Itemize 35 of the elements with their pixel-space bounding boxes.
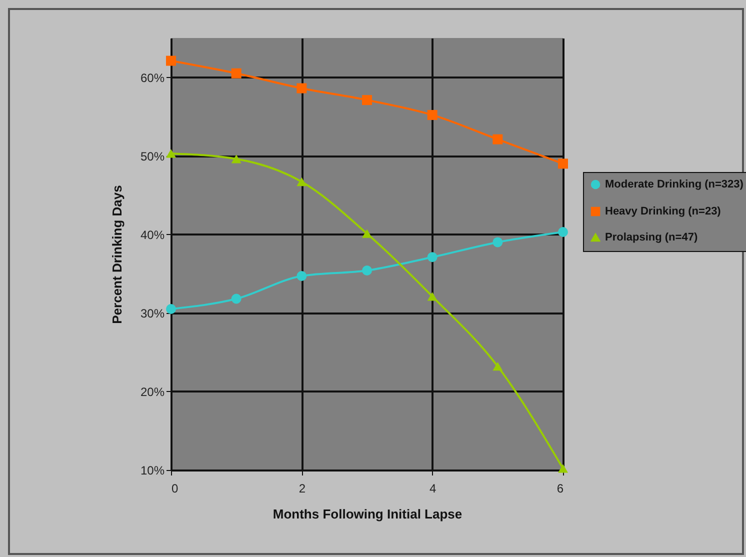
point bbox=[296, 83, 307, 94]
point bbox=[492, 237, 503, 248]
point bbox=[296, 271, 307, 281]
point bbox=[231, 68, 242, 78]
point bbox=[427, 252, 438, 262]
x-tick-label: 2 bbox=[298, 482, 306, 496]
point bbox=[558, 464, 568, 473]
point bbox=[558, 227, 568, 237]
y-tick-label: 50% bbox=[140, 149, 165, 164]
point bbox=[427, 110, 438, 120]
point bbox=[231, 154, 242, 164]
y-tick-label: 10% bbox=[140, 464, 165, 478]
y-tick-label: 30% bbox=[140, 306, 165, 320]
point bbox=[362, 266, 372, 276]
point bbox=[166, 304, 176, 314]
y-axis-title: Percent Drinking Days bbox=[109, 185, 124, 324]
point bbox=[558, 158, 568, 169]
y-tick-label: 40% bbox=[140, 228, 165, 242]
legend-label: Heavy Drinking (n=23) bbox=[605, 206, 722, 218]
point bbox=[362, 229, 372, 238]
y-tick-label: 20% bbox=[140, 384, 165, 399]
legend-label: Prolapsing (n=47) bbox=[605, 232, 698, 244]
x-tick-label: 0 bbox=[172, 482, 178, 496]
point bbox=[231, 294, 242, 304]
y-tick-label: 60% bbox=[140, 70, 165, 85]
point bbox=[166, 56, 176, 66]
point bbox=[492, 362, 503, 371]
x-tick-label: 4 bbox=[429, 482, 436, 496]
x-tick-label: 6 bbox=[556, 482, 564, 496]
x-axis-title: Months Following Initial Lapse bbox=[272, 506, 462, 522]
legend-label: Moderate Drinking (n=323) bbox=[605, 178, 744, 190]
point bbox=[427, 292, 438, 301]
point bbox=[492, 134, 503, 144]
point bbox=[362, 95, 372, 106]
point bbox=[296, 177, 307, 186]
